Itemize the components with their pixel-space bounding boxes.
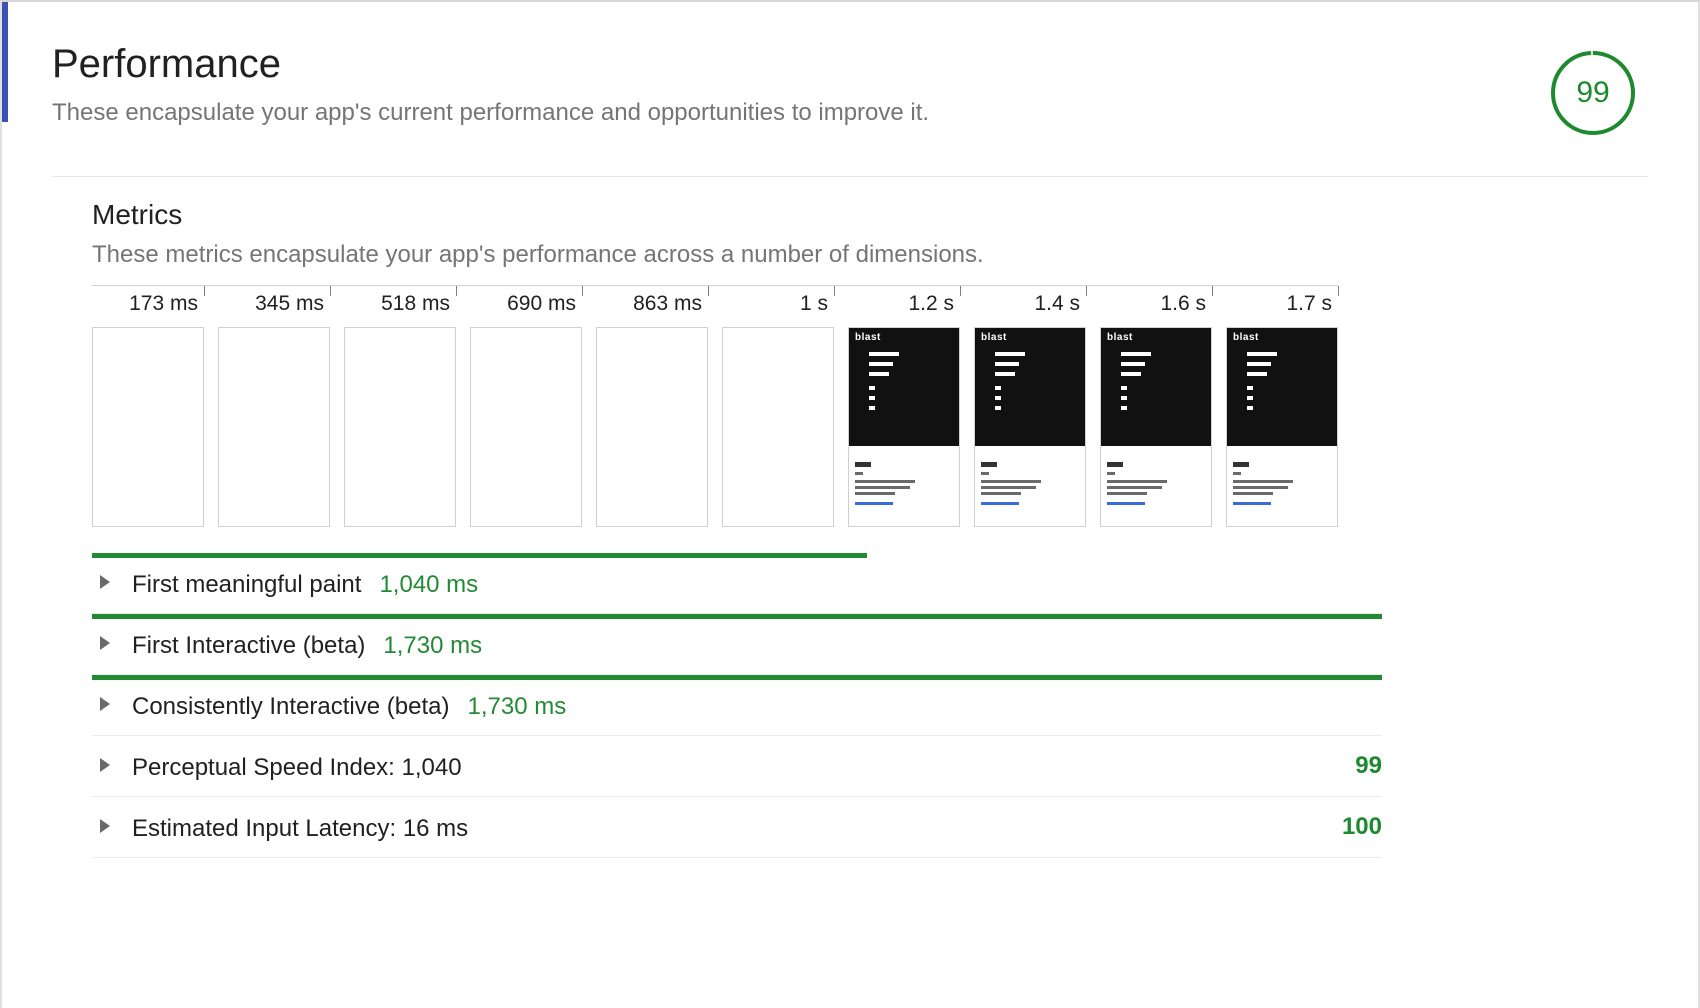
- expand-arrow-icon[interactable]: [100, 697, 110, 711]
- audit-label: First Interactive (beta): [132, 626, 365, 660]
- audit-row[interactable]: Estimated Input Latency: 16 ms 100: [92, 797, 1382, 858]
- filmstrip-frame-textlines: [1107, 472, 1205, 512]
- header-text: Performance These encapsulate your app's…: [52, 42, 929, 127]
- page-title: Performance: [52, 42, 929, 87]
- expand-arrow-icon[interactable]: [100, 758, 110, 772]
- timeline-tick: [960, 286, 961, 296]
- audit-row[interactable]: Perceptual Speed Index: 1,040 99: [92, 736, 1382, 797]
- filmstrip-frame-content-top: [1227, 328, 1337, 446]
- audit-row[interactable]: Consistently Interactive (beta) 1,730 ms: [92, 675, 1382, 736]
- filmstrip-frame: [1226, 327, 1338, 527]
- timeline-tick: [582, 286, 583, 296]
- timeline-tick: [834, 286, 835, 296]
- filmstrip-frame: [722, 327, 834, 527]
- header-row: Performance These encapsulate your app's…: [52, 42, 1648, 177]
- timeline-tick-label: 1 s: [800, 292, 834, 316]
- timeline-tick-label: 1.2 s: [908, 292, 960, 316]
- filmstrip-frame-textlines: [981, 472, 1079, 512]
- filmstrip-frame-textlines: [1233, 472, 1331, 512]
- timeline-tick-label: 518 ms: [381, 292, 456, 316]
- filmstrip-frame: [470, 327, 582, 527]
- page-subtitle: These encapsulate your app's current per…: [52, 99, 929, 127]
- timeline-tick: [1086, 286, 1087, 296]
- timeline-tick-label: 863 ms: [633, 292, 708, 316]
- filmstrip-frame-textlines: [855, 472, 953, 512]
- filmstrip-frame: [92, 327, 204, 527]
- audit-label: Perceptual Speed Index: 1,040: [132, 748, 462, 782]
- timeline-tick-label: 1.6 s: [1160, 292, 1212, 316]
- filmstrip-frame-content-top: [849, 328, 959, 446]
- audit-score: 99: [1355, 752, 1382, 780]
- timeline-tick-label: 1.7 s: [1286, 292, 1338, 316]
- metrics-subtitle: These metrics encapsulate your app's per…: [92, 241, 1648, 269]
- filmstrip-frame: [974, 327, 1086, 527]
- timeline-tick-label: 1.4 s: [1034, 292, 1086, 316]
- filmstrip-frame-content-bottom: [1107, 462, 1205, 512]
- overall-score-ring: 99: [1548, 48, 1638, 138]
- timeline-tick: [204, 286, 205, 296]
- expand-arrow-icon[interactable]: [100, 819, 110, 833]
- audit-value: 1,730 ms: [383, 626, 482, 660]
- filmstrip-frame-content-bottom: [1233, 462, 1331, 512]
- metrics-title: Metrics: [92, 199, 1648, 231]
- filmstrip-frame-content-top: [1101, 328, 1211, 446]
- audit-row[interactable]: First Interactive (beta) 1,730 ms: [92, 614, 1382, 675]
- timeline-tick-label: 173 ms: [129, 292, 204, 316]
- filmstrip-frame-content-bottom: [981, 462, 1079, 512]
- filmstrip: [92, 327, 1382, 527]
- filmstrip-frame: [848, 327, 960, 527]
- filmstrip-frame-content-bottom: [855, 462, 953, 512]
- audit-score: 100: [1342, 813, 1382, 841]
- audit-label: First meaningful paint: [132, 565, 361, 599]
- timeline-tick: [330, 286, 331, 296]
- left-accent-bar: [2, 2, 8, 122]
- audit-label: Estimated Input Latency: 16 ms: [132, 809, 468, 843]
- timeline-tick: [456, 286, 457, 296]
- filmstrip-frame-content-top: [975, 328, 1085, 446]
- metrics-section: Metrics These metrics encapsulate your a…: [52, 177, 1648, 858]
- filmstrip-frame: [218, 327, 330, 527]
- audits-list: First meaningful paint 1,040 ms First Inte…: [92, 553, 1648, 858]
- overall-score-value: 99: [1548, 48, 1638, 138]
- timeline-tick: [1212, 286, 1213, 296]
- filmstrip-frame: [596, 327, 708, 527]
- filmstrip-timeline: 173 ms 345 ms 518 ms 690 ms 863 ms 1 s 1.2 s 1.…: [92, 285, 1338, 321]
- audit-value: 1,730 ms: [467, 687, 566, 721]
- audits-wrap: First meaningful paint 1,040 ms First Inte…: [92, 553, 1382, 858]
- performance-report: Performance These encapsulate your app's…: [0, 0, 1700, 1008]
- audit-label: Consistently Interactive (beta): [132, 687, 449, 721]
- timeline-tick: [1338, 286, 1339, 296]
- timeline-tick-label: 690 ms: [507, 292, 582, 316]
- timeline-wrap: 173 ms 345 ms 518 ms 690 ms 863 ms 1 s 1.2 s 1.…: [92, 285, 1382, 527]
- filmstrip-frame: [1100, 327, 1212, 527]
- expand-arrow-icon[interactable]: [100, 636, 110, 650]
- main-content: Performance These encapsulate your app's…: [2, 2, 1698, 858]
- timeline-tick: [708, 286, 709, 296]
- timeline-tick-label: 345 ms: [255, 292, 330, 316]
- filmstrip-frame: [344, 327, 456, 527]
- audit-row[interactable]: First meaningful paint 1,040 ms: [92, 553, 1382, 614]
- audit-value: 1,040 ms: [379, 565, 478, 599]
- expand-arrow-icon[interactable]: [100, 575, 110, 589]
